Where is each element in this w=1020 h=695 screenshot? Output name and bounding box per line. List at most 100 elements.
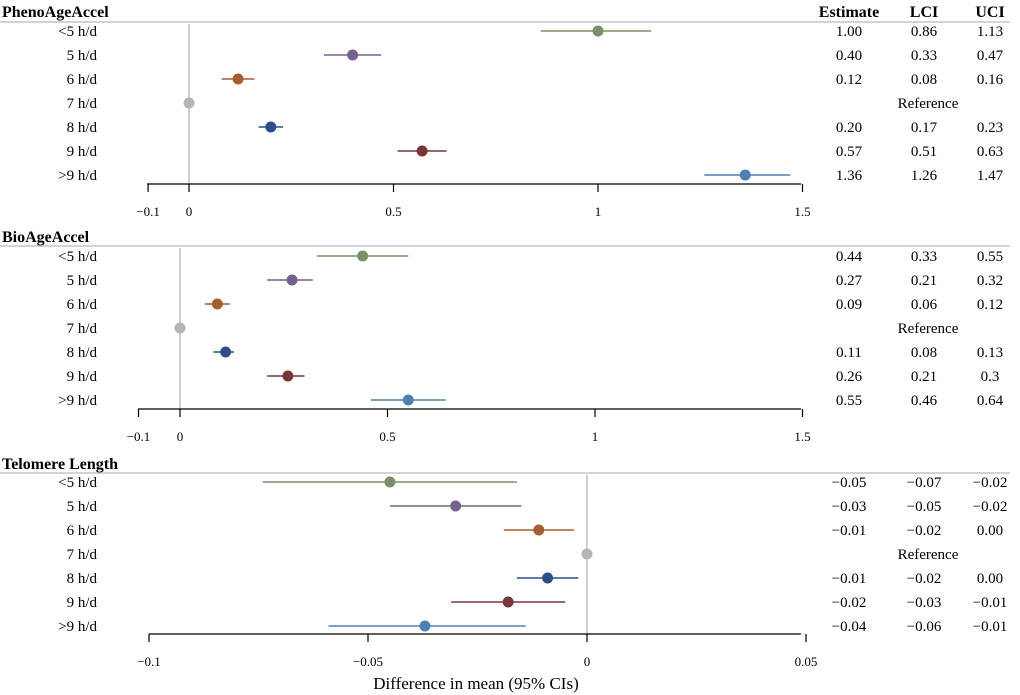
x-tick-label: 1.5 [794, 204, 810, 219]
uci-value: 0.23 [977, 120, 1003, 136]
x-tick-label: 0.05 [795, 654, 818, 669]
uci-value: −0.02 [973, 475, 1008, 491]
lci-value: 1.26 [911, 168, 938, 184]
estimate-value: 0.55 [836, 393, 862, 409]
row-label: 8 h/d [67, 345, 98, 361]
point-estimate [416, 145, 428, 157]
estimate-value: −0.04 [832, 619, 867, 635]
uci-value: 0.00 [977, 523, 1003, 539]
estimate-value: −0.02 [832, 595, 867, 611]
reference-label: Reference [898, 547, 959, 563]
point-estimate [174, 322, 186, 334]
reference-label: Reference [898, 321, 959, 337]
uci-value: 0.16 [977, 72, 1004, 88]
x-tick-label: 0.5 [385, 204, 401, 219]
estimate-value: −0.03 [832, 499, 867, 515]
uci-value: 0.3 [981, 369, 1000, 385]
point-estimate [211, 298, 223, 310]
x-tick-label: −0.1 [137, 654, 161, 669]
row-label: 9 h/d [67, 369, 98, 385]
panel-title: Telomere Length [2, 456, 118, 473]
uci-value: 0.63 [977, 144, 1003, 160]
uci-value: 0.64 [977, 393, 1004, 409]
lci-value: 0.33 [911, 249, 937, 265]
point-estimate [419, 620, 431, 632]
row-label: 6 h/d [67, 523, 98, 539]
uci-value: −0.01 [973, 595, 1008, 611]
point-estimate [739, 169, 751, 181]
lci-value: 0.33 [911, 48, 937, 64]
row-label: 8 h/d [67, 120, 98, 136]
column-header-uci: UCI [975, 4, 1004, 21]
uci-value: −0.02 [973, 499, 1008, 515]
estimate-value: 1.00 [836, 24, 862, 40]
point-estimate [286, 274, 298, 286]
x-tick-label: 0.5 [379, 429, 395, 444]
x-tick-label: 1 [592, 429, 599, 444]
x-axis-title: Difference in mean (95% CIs) [373, 674, 579, 693]
lci-value: 0.17 [911, 120, 938, 136]
point-estimate [282, 370, 294, 382]
lci-value: 0.08 [911, 72, 937, 88]
lci-value: 0.08 [911, 345, 937, 361]
estimate-value: −0.05 [832, 475, 867, 491]
lci-value: −0.07 [907, 475, 942, 491]
row-label: 7 h/d [67, 321, 98, 337]
panel-title: PhenoAgeAccel [2, 4, 109, 21]
estimate-value: −0.01 [832, 571, 867, 587]
uci-value: 1.47 [977, 168, 1004, 184]
lci-value: −0.03 [907, 595, 942, 611]
column-header-lci: LCI [910, 4, 938, 21]
uci-value: 1.13 [977, 24, 1003, 40]
row-label: 5 h/d [67, 273, 98, 289]
x-tick-label: 0 [177, 429, 184, 444]
point-estimate [347, 49, 359, 61]
uci-value: 0.00 [977, 571, 1003, 587]
x-tick-label: 1 [595, 204, 602, 219]
uci-value: 0.12 [977, 297, 1003, 313]
point-estimate [502, 596, 514, 608]
point-estimate [533, 524, 545, 536]
x-tick-label: 1.5 [794, 429, 810, 444]
point-estimate [384, 476, 396, 488]
estimate-value: 0.27 [836, 273, 863, 289]
point-estimate [592, 25, 604, 37]
row-label: 6 h/d [67, 297, 98, 313]
row-label: 7 h/d [67, 547, 98, 563]
lci-value: 0.86 [911, 24, 938, 40]
row-label: 9 h/d [67, 144, 98, 160]
estimate-value: 0.09 [836, 297, 862, 313]
estimate-value: 0.40 [836, 48, 862, 64]
row-label: 6 h/d [67, 72, 98, 88]
uci-value: −0.01 [973, 619, 1008, 635]
column-header-estimate: Estimate [819, 4, 879, 21]
point-estimate [265, 121, 277, 133]
lci-value: 0.51 [911, 144, 937, 160]
row-label: <5 h/d [58, 24, 97, 40]
estimate-value: 0.20 [836, 120, 862, 136]
x-tick-label: 0 [186, 204, 193, 219]
point-estimate [357, 250, 369, 262]
panel-title: BioAgeAccel [2, 229, 90, 246]
row-label: 5 h/d [67, 48, 98, 64]
point-estimate [402, 394, 414, 406]
lci-value: 0.21 [911, 273, 937, 289]
uci-value: 0.55 [977, 249, 1003, 265]
x-tick-label: −0.05 [353, 654, 383, 669]
row-label: >9 h/d [58, 393, 97, 409]
row-label: >9 h/d [58, 619, 97, 635]
lci-value: 0.06 [911, 297, 938, 313]
point-estimate [183, 97, 195, 109]
lci-value: −0.06 [907, 619, 942, 635]
lci-value: 0.46 [911, 393, 938, 409]
x-tick-label: −0.1 [136, 204, 160, 219]
estimate-value: 1.36 [836, 168, 863, 184]
uci-value: 0.32 [977, 273, 1003, 289]
estimate-value: 0.44 [836, 249, 863, 265]
row-label: 8 h/d [67, 571, 98, 587]
estimate-value: −0.01 [832, 523, 867, 539]
estimate-value: 0.11 [836, 345, 862, 361]
uci-value: 0.13 [977, 345, 1003, 361]
point-estimate [542, 572, 554, 584]
